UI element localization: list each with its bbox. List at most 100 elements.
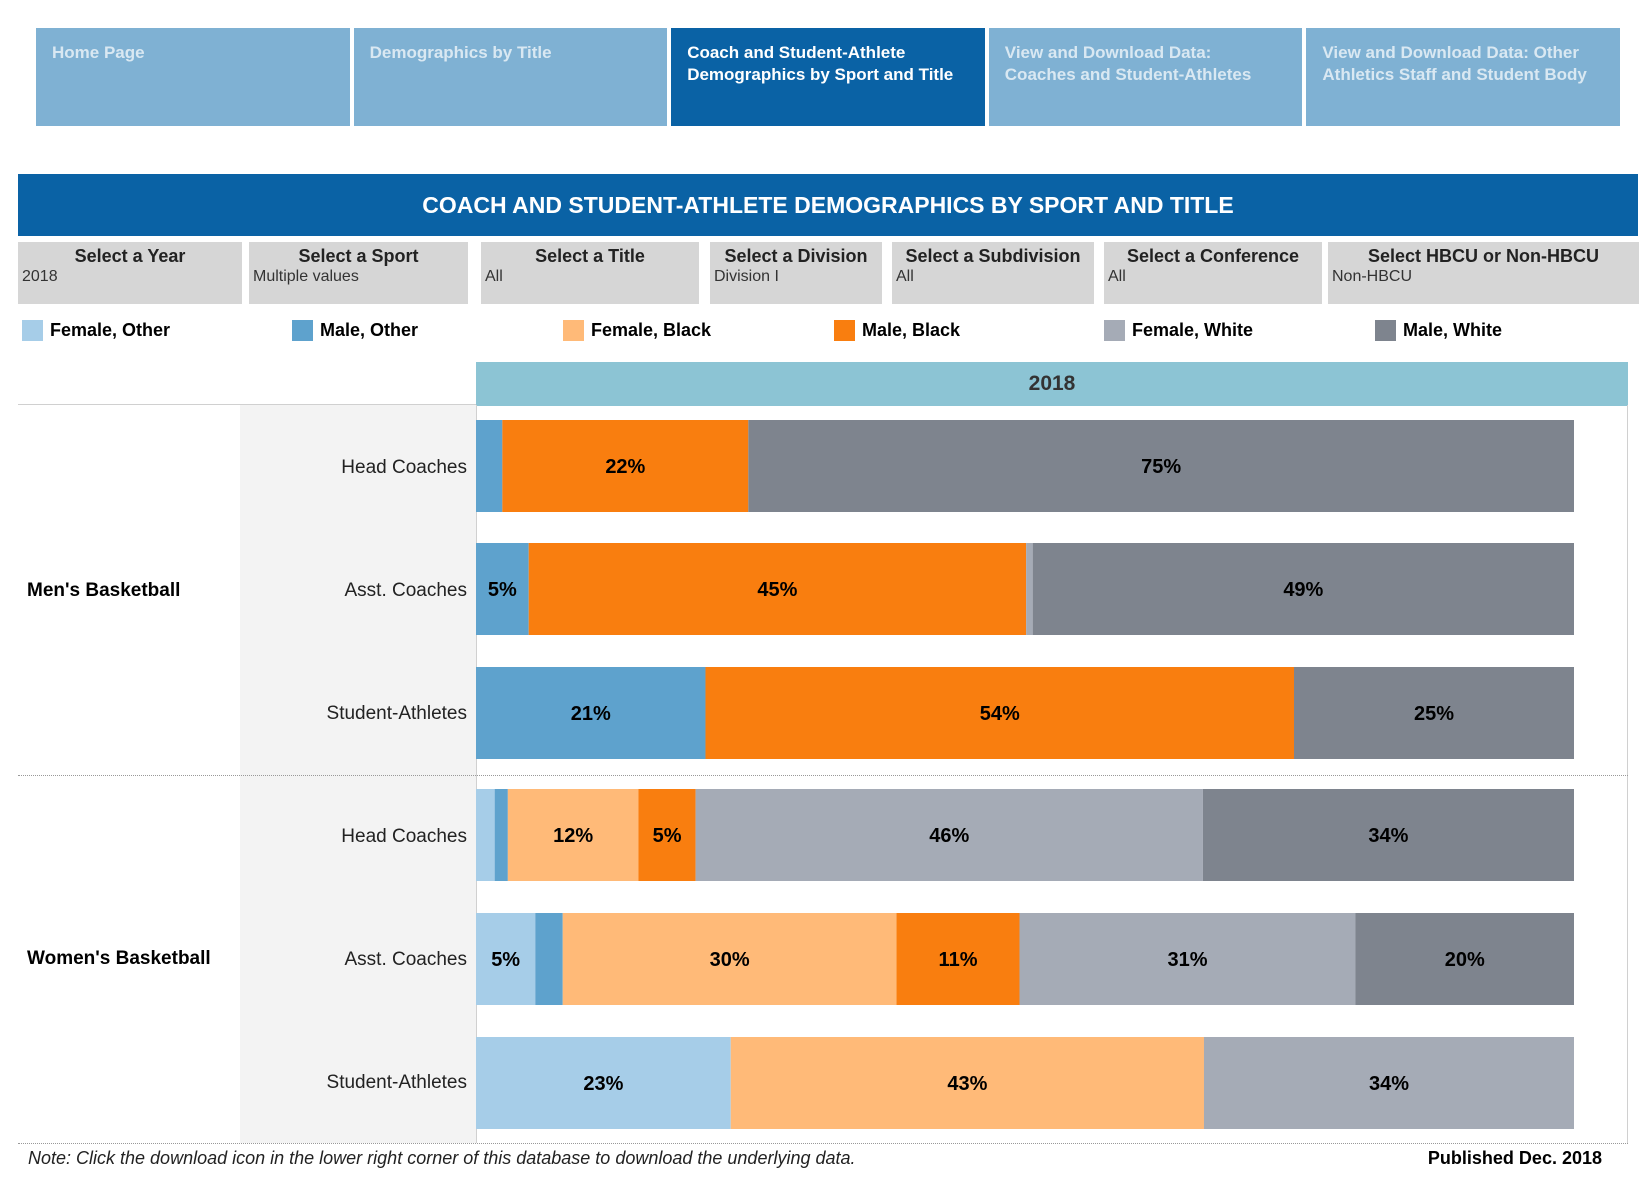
bar-segment-male-other[interactable] <box>476 420 503 512</box>
bar-segment-male-other[interactable] <box>476 667 706 759</box>
bar-data-label: 30% <box>710 949 750 971</box>
bar-data-label: 75% <box>1141 456 1181 478</box>
bar-data-label: 12% <box>553 825 593 847</box>
bar-segment-male-other[interactable] <box>494 789 508 881</box>
tab-download-other-staff-student-body[interactable]: View and Download Data: Other Athletics … <box>1306 28 1620 126</box>
bar-segment-male-other[interactable] <box>476 543 529 635</box>
bar-data-label: 34% <box>1369 1073 1409 1095</box>
bar-segment-male-white[interactable] <box>1294 667 1574 759</box>
bar-segment-female-other[interactable] <box>476 1037 731 1129</box>
row-label: Student-Athletes <box>326 1072 467 1093</box>
tab-demographics-by-title[interactable]: Demographics by Title <box>353 28 668 126</box>
subdivision-filter[interactable]: Select a Subdivision All <box>892 242 1094 304</box>
bar-data-label: 11% <box>939 949 978 971</box>
bar-segment-male-white[interactable] <box>748 420 1574 512</box>
year-filter[interactable]: Select a Year 2018 <box>18 242 242 304</box>
division-filter-label: Select a Division <box>724 246 868 266</box>
group-divider <box>18 775 1628 776</box>
division-filter-value: Division I <box>714 268 779 285</box>
legend-label: Male, White <box>1403 320 1503 340</box>
legend-swatch <box>1375 320 1396 341</box>
divider <box>18 404 476 405</box>
row-label: Student-Athletes <box>326 703 467 724</box>
legend-swatch <box>292 320 313 341</box>
division-filter[interactable]: Select a Division Division I <box>710 242 882 304</box>
bar-segment-male-white[interactable] <box>1355 913 1575 1005</box>
bar-segment-female-other[interactable] <box>476 913 536 1005</box>
bar-data-label: 54% <box>980 703 1020 725</box>
bar-segment-male-white[interactable] <box>1032 543 1574 635</box>
sport-label-mens-basketball: Men's Basketball <box>27 580 181 601</box>
legend-label: Male, Other <box>320 320 419 340</box>
subdivision-filter-label: Select a Subdivision <box>905 246 1081 266</box>
year-filter-label: Select a Year <box>74 246 186 266</box>
bar-data-label: 25% <box>1414 703 1454 725</box>
legend-male-black[interactable]: Male, Black <box>834 320 960 341</box>
tab-home-page[interactable]: Home Page <box>36 28 350 126</box>
legend-label: Female, White <box>1132 320 1254 340</box>
tab-download-coaches-student-athletes[interactable]: View and Download Data: Coaches and Stud… <box>988 28 1303 126</box>
sport-filter-label: Select a Sport <box>298 246 419 266</box>
bar-data-label: 22% <box>605 456 645 478</box>
bar-data-label: 21% <box>571 703 611 725</box>
legend-male-other[interactable]: Male, Other <box>292 320 418 341</box>
conference-filter-label: Select a Conference <box>1126 246 1300 266</box>
bar-segment-female-black[interactable] <box>507 789 639 881</box>
legend-swatch <box>1104 320 1125 341</box>
bar-data-label: 5% <box>488 579 517 601</box>
sport-filter-value: Multiple values <box>253 268 359 285</box>
bar-segment-male-other[interactable] <box>535 913 563 1005</box>
legend-swatch <box>834 320 855 341</box>
title-filter-label: Select a Title <box>535 246 645 266</box>
bar-segment-female-white[interactable] <box>695 789 1203 881</box>
legend-label: Male, Black <box>862 320 961 340</box>
conference-filter-value: All <box>1108 268 1126 285</box>
bar-segment-female-white[interactable] <box>1203 1037 1574 1129</box>
row-label: Asst. Coaches <box>344 580 468 601</box>
bar-segment-male-white[interactable] <box>1202 789 1574 881</box>
row-label: Head Coaches <box>341 457 467 478</box>
year-column-header: 2018 <box>476 362 1628 406</box>
title-filter-value: All <box>485 268 503 285</box>
bar-segment-male-black[interactable] <box>502 420 749 512</box>
bar-data-label: 5% <box>653 825 682 847</box>
bar-segment-male-black[interactable] <box>896 913 1020 1005</box>
legend-female-black[interactable]: Female, Black <box>563 320 711 341</box>
legend-female-white[interactable]: Female, White <box>1104 320 1253 341</box>
divider <box>18 1143 1628 1144</box>
bar-data-label: 46% <box>929 825 969 847</box>
bar-segment-female-black[interactable] <box>562 913 897 1005</box>
bar-segment-female-black[interactable] <box>730 1037 1204 1129</box>
bar-data-label: 34% <box>1368 825 1408 847</box>
title-filter[interactable]: Select a Title All <box>481 242 699 304</box>
hbcu-filter[interactable]: Select HBCU or Non-HBCU Non-HBCU <box>1328 242 1639 304</box>
conference-filter[interactable]: Select a Conference All <box>1104 242 1322 304</box>
hbcu-filter-value: Non-HBCU <box>1332 268 1413 285</box>
row-label-panel <box>240 405 476 1143</box>
bar-data-label: 5% <box>491 949 520 971</box>
hbcu-filter-label: Select HBCU or Non-HBCU <box>1367 246 1599 266</box>
row-label: Asst. Coaches <box>344 949 468 970</box>
page-title: COACH AND STUDENT-ATHLETE DEMOGRAPHICS B… <box>18 174 1638 236</box>
bar-segment-male-black[interactable] <box>638 789 696 881</box>
nav-tabs: Home Page Demographics by Title Coach an… <box>36 28 1620 126</box>
published-date: Published Dec. 2018 <box>1427 1148 1602 1168</box>
bar-segment-female-white[interactable] <box>1019 913 1356 1005</box>
bar-data-label: 49% <box>1283 579 1323 601</box>
bar-segment-male-black[interactable] <box>528 543 1027 635</box>
row-label: Head Coaches <box>341 826 467 847</box>
legend-female-other[interactable]: Female, Other <box>22 320 170 341</box>
legend-label: Female, Black <box>591 320 712 340</box>
bar-segment-female-other[interactable] <box>476 789 495 881</box>
legend-male-white[interactable]: Male, White <box>1375 320 1502 341</box>
bar-segment-female-white[interactable] <box>1026 543 1033 635</box>
footer-note: Note: Click the download icon in the low… <box>28 1148 856 1168</box>
sport-label-womens-basketball: Women's Basketball <box>27 948 211 969</box>
year-filter-value: 2018 <box>22 268 58 285</box>
bar-data-label: 43% <box>947 1073 987 1095</box>
legend-swatch <box>22 320 43 341</box>
tab-coach-student-athlete-demographics[interactable]: Coach and Student-Athlete Demographics b… <box>671 28 985 126</box>
sport-filter[interactable]: Select a Sport Multiple values <box>249 242 468 304</box>
bar-segment-male-black[interactable] <box>705 667 1295 759</box>
